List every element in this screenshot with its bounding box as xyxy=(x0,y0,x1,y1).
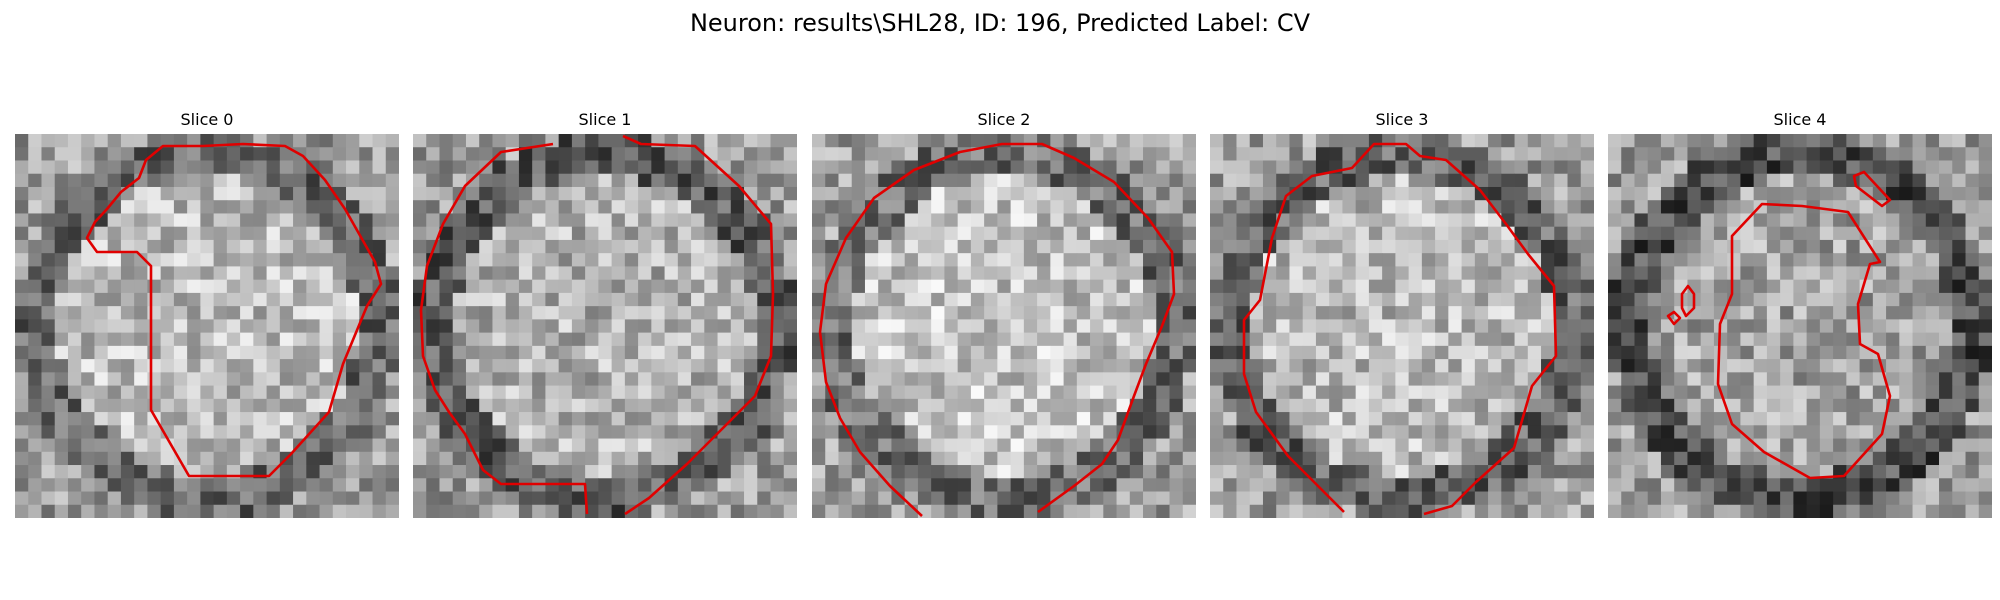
slice-panel-1: Slice 1 xyxy=(413,110,797,518)
slice-image-3 xyxy=(1210,134,1594,518)
slice-panel-3: Slice 3 xyxy=(1210,110,1594,518)
slice-image-0 xyxy=(15,134,399,518)
segmentation-contour-4 xyxy=(1716,202,1892,480)
segmentation-contour-1b xyxy=(622,134,775,516)
slice-title-2: Slice 2 xyxy=(977,110,1031,129)
segmentation-contour-3 xyxy=(1242,142,1558,516)
slice-title-1: Slice 1 xyxy=(578,110,632,129)
segmentation-contour-0 xyxy=(85,142,383,478)
slice-title-3: Slice 3 xyxy=(1375,110,1429,129)
segmentation-contour-4-small-c xyxy=(1666,310,1682,326)
slice-title-4: Slice 4 xyxy=(1773,110,1827,129)
slice-panel-0: Slice 0 xyxy=(15,110,399,518)
slice-panel-4: Slice 4 xyxy=(1608,110,1992,518)
slice-panel-2: Slice 2 xyxy=(812,110,1196,518)
slice-image-2 xyxy=(812,134,1196,518)
segmentation-contour-4-small-b xyxy=(1680,284,1696,318)
slice-title-0: Slice 0 xyxy=(180,110,234,129)
slice-image-1 xyxy=(413,134,797,518)
figure-title: Neuron: results\SHL28, ID: 196, Predicte… xyxy=(689,9,1311,37)
segmentation-contour-2 xyxy=(818,142,1176,517)
segmentation-contour-1 xyxy=(419,142,589,515)
segmentation-contour-4-small-a xyxy=(1852,170,1892,208)
slice-image-4 xyxy=(1608,134,1992,518)
